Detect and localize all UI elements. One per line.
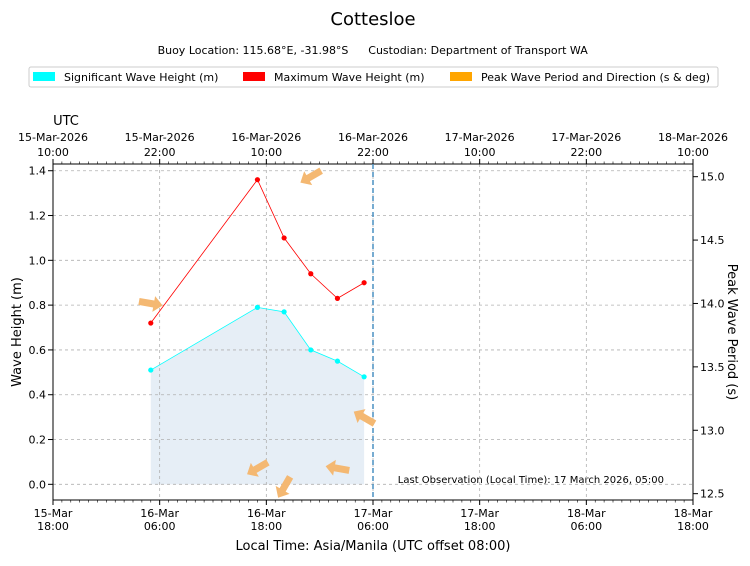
x2-tick-label-time: 10:00	[677, 146, 709, 159]
y-tick-label: 0.2	[29, 434, 47, 447]
y2-tick-label: 14.5	[700, 234, 725, 247]
x2-tick-label-date: 16-Mar-2026	[231, 131, 301, 144]
y-tick-label: 0.0	[29, 478, 47, 491]
x-tick-label-time: 18:00	[37, 520, 69, 533]
sig-wave-area	[150, 307, 365, 485]
y-tick-label: 0.4	[29, 389, 47, 402]
x2-tick-label-time: 10:00	[37, 146, 69, 159]
x-tick-label-date: 16-Mar	[140, 507, 179, 520]
legend-label-max: Maximum Wave Height (m)	[274, 71, 425, 84]
custodian: Custodian: Department of Transport WA	[368, 44, 588, 57]
peak-period-arrow	[325, 459, 350, 476]
x-tick-label-date: 18-Mar	[674, 507, 713, 520]
x2-tick-label-date: 17-Mar-2026	[551, 131, 621, 144]
x2-tick-label-date: 18-Mar-2026	[658, 131, 728, 144]
peak-period-arrow	[138, 296, 163, 312]
sig-wave-point	[361, 374, 367, 380]
legend-box	[28, 66, 719, 88]
legend-label-period: Peak Wave Period and Direction (s & deg)	[481, 71, 710, 84]
legend-swatch-sig	[33, 72, 55, 81]
max-wave-point	[361, 280, 367, 286]
max-wave-point	[308, 271, 314, 277]
sig-wave-point	[254, 304, 261, 310]
x-tick-label-date: 18-Mar	[567, 507, 606, 520]
x-tick-label-date: 16-Mar	[247, 507, 286, 520]
x-tick-label-date: 17-Mar	[460, 507, 499, 520]
peak-period-arrow	[247, 459, 270, 477]
y2-tick-label: 12.5	[700, 488, 725, 501]
x2-tick-label-date: 16-Mar-2026	[338, 131, 408, 144]
sig-wave-point	[148, 367, 154, 373]
x2-tick-label-time: 22:00	[144, 146, 176, 159]
buoy-location: Buoy Location: 115.68°E, -31.98°S	[158, 44, 349, 57]
y2-tick-label: 15.0	[700, 171, 725, 184]
last-observation-note: Last Observation (Local Time): 17 March …	[398, 475, 664, 486]
x-tick-label-date: 15-Mar	[34, 507, 73, 520]
y-tick-label: 1.0	[29, 254, 47, 267]
x2-tick-label-time: 10:00	[464, 146, 496, 159]
max-wave-line	[150, 178, 365, 324]
x2-tick-label-time: 22:00	[357, 146, 389, 159]
max-wave-point	[148, 320, 154, 326]
peak-period-arrow	[300, 167, 323, 186]
sig-wave-point	[308, 347, 314, 353]
x-tick-label-time: 06:00	[144, 520, 176, 533]
x-tick-label-time: 06:00	[357, 520, 389, 533]
x2-tick-label-date: 15-Mar-2026	[18, 131, 88, 144]
chart-title: Cottesloe	[330, 9, 415, 30]
plot-area: 15-Mar18:0015-Mar-202610:0016-Mar06:0015…	[18, 131, 728, 533]
y-tick-label: 0.8	[29, 299, 47, 312]
max-wave-point	[254, 177, 261, 183]
x-tick-label-time: 18:00	[250, 520, 282, 533]
utc-axis-label: UTC	[53, 114, 79, 129]
sig-wave-line	[150, 306, 365, 378]
sig-wave-point	[281, 309, 287, 315]
x-tick-label-time: 18:00	[677, 520, 709, 533]
y-tick-label: 1.4	[29, 165, 47, 178]
x2-tick-label-time: 10:00	[250, 146, 282, 159]
y2-tick-label: 14.0	[700, 297, 725, 310]
x2-tick-label-date: 17-Mar-2026	[445, 131, 515, 144]
sig-wave-point	[334, 358, 341, 364]
peak-period-arrow	[353, 409, 377, 427]
legend-label-sig: Significant Wave Height (m)	[64, 71, 218, 84]
y2-tick-label: 13.5	[700, 361, 725, 374]
x2-tick-label-time: 22:00	[570, 146, 602, 159]
x-tick-label-time: 18:00	[464, 520, 496, 533]
y-tick-label: 0.6	[29, 344, 47, 357]
y2-axis-label: Peak Wave Period (s)	[724, 264, 739, 400]
y-axis-label: Wave Height (m)	[10, 277, 25, 387]
legend-swatch-max	[243, 72, 265, 81]
x-tick-label-date: 17-Mar	[354, 507, 393, 520]
max-wave-point	[281, 235, 287, 241]
max-wave-point	[334, 295, 341, 301]
y2-tick-label: 13.0	[700, 424, 725, 437]
legend-swatch-period	[450, 72, 472, 81]
x-tick-label-time: 06:00	[570, 520, 602, 533]
x-axis-label: Local Time: Asia/Manila (UTC offset 08:0…	[236, 539, 511, 554]
y-tick-label: 1.2	[29, 210, 47, 223]
x2-tick-label-date: 15-Mar-2026	[125, 131, 195, 144]
peak-period-arrow	[275, 475, 294, 498]
